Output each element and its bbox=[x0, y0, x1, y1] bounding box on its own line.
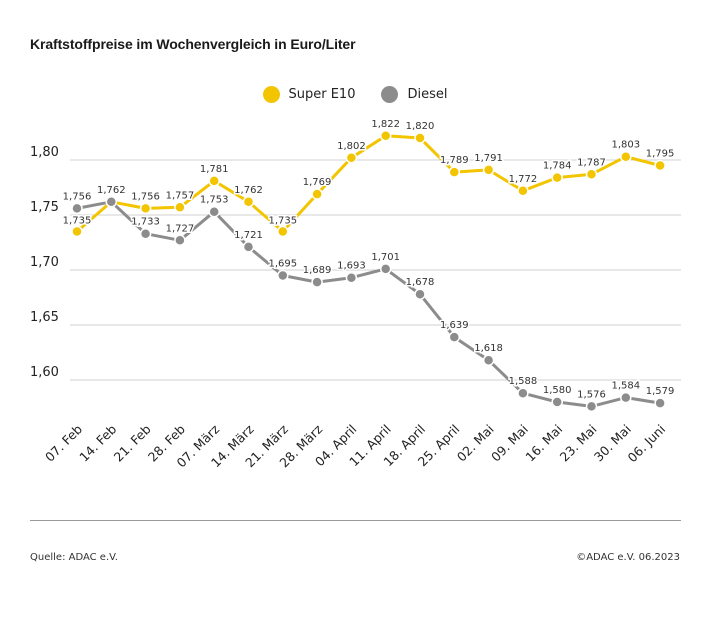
data-label-super: 1,735 bbox=[268, 216, 297, 227]
data-point-diesel bbox=[517, 387, 529, 399]
data-label-diesel: 1,576 bbox=[577, 389, 606, 400]
data-point-diesel bbox=[71, 202, 83, 215]
data-point-super bbox=[517, 185, 529, 197]
data-point-diesel bbox=[277, 269, 289, 282]
data-label-super: 1,789 bbox=[440, 155, 469, 166]
data-label-super: 1,787 bbox=[577, 157, 606, 168]
data-point-diesel bbox=[105, 196, 118, 208]
data-label-super: 1,802 bbox=[337, 141, 366, 152]
x-tick-label: 23. Mai bbox=[557, 422, 600, 465]
data-label-diesel: 1,733 bbox=[131, 217, 160, 228]
data-point-super bbox=[482, 164, 495, 176]
data-point-super bbox=[379, 130, 392, 142]
x-tick-label: 06. Juni bbox=[624, 422, 668, 466]
data-label-super: 1,822 bbox=[371, 119, 400, 130]
data-point-diesel bbox=[585, 400, 598, 413]
x-tick-label: 02. Mai bbox=[454, 422, 497, 465]
y-tick-label: 1,60 bbox=[30, 365, 59, 380]
data-label-super: 1,756 bbox=[131, 191, 160, 202]
data-label-super: 1,781 bbox=[200, 164, 229, 175]
data-point-super bbox=[551, 171, 563, 184]
x-tick-label: 09. Mai bbox=[488, 422, 531, 465]
data-point-super bbox=[174, 201, 186, 214]
data-label-diesel: 1,762 bbox=[97, 185, 126, 196]
data-label-super: 1,784 bbox=[543, 161, 572, 172]
data-point-super bbox=[585, 168, 598, 181]
data-point-diesel bbox=[551, 396, 563, 408]
data-label-super: 1,820 bbox=[406, 121, 435, 132]
data-label-diesel: 1,701 bbox=[371, 252, 400, 263]
source-note: Quelle: ADAC e.V. bbox=[30, 552, 118, 563]
data-label-diesel: 1,588 bbox=[509, 376, 538, 387]
x-tick-label: 21. Feb bbox=[111, 421, 154, 464]
data-point-diesel bbox=[311, 276, 323, 288]
data-point-super bbox=[311, 188, 323, 200]
y-tick-label: 1,75 bbox=[30, 200, 59, 215]
data-label-super: 1,772 bbox=[509, 174, 538, 185]
data-label-super: 1,762 bbox=[97, 185, 126, 196]
data-label-diesel: 1,678 bbox=[406, 277, 435, 288]
series-line-diesel bbox=[75, 200, 662, 408]
data-point-super bbox=[345, 152, 358, 164]
data-point-diesel bbox=[654, 397, 666, 409]
data-point-diesel bbox=[482, 354, 495, 366]
legend-dot-super-icon bbox=[262, 86, 280, 103]
data-point-super bbox=[242, 196, 255, 208]
legend-label-super: Super E10 bbox=[288, 87, 356, 102]
data-point-super bbox=[208, 175, 220, 187]
data-point-diesel bbox=[242, 241, 255, 253]
footer-divider bbox=[30, 520, 681, 521]
data-label-diesel: 1,727 bbox=[166, 223, 195, 234]
data-point-diesel bbox=[379, 263, 392, 275]
data-point-diesel bbox=[620, 391, 632, 404]
data-label-diesel: 1,721 bbox=[234, 230, 263, 241]
series-line-super bbox=[75, 134, 662, 233]
data-label-super: 1,762 bbox=[234, 185, 263, 196]
legend-item-diesel: Diesel bbox=[381, 86, 448, 103]
data-label-diesel: 1,639 bbox=[440, 320, 469, 331]
data-point-super bbox=[414, 132, 426, 144]
data-label-super: 1,803 bbox=[611, 140, 640, 151]
data-label-diesel: 1,693 bbox=[337, 261, 366, 272]
data-point-super bbox=[139, 202, 152, 215]
x-tick-label: 16. Mai bbox=[522, 422, 565, 465]
data-point-diesel bbox=[139, 227, 152, 240]
data-label-diesel: 1,689 bbox=[303, 265, 332, 276]
data-label-diesel: 1,756 bbox=[63, 191, 92, 202]
data-label-diesel: 1,580 bbox=[543, 385, 572, 396]
chart-title: Kraftstoffpreise im Wochenvergleich in E… bbox=[30, 36, 356, 52]
data-point-super bbox=[448, 166, 461, 178]
data-label-diesel: 1,753 bbox=[200, 195, 229, 206]
legend-label-diesel: Diesel bbox=[407, 87, 448, 102]
data-point-super bbox=[620, 150, 632, 163]
legend-dot-diesel-icon bbox=[381, 86, 399, 103]
data-label-super: 1,735 bbox=[63, 216, 92, 227]
x-tick-label: 14. Feb bbox=[76, 421, 119, 464]
data-point-diesel bbox=[208, 205, 220, 218]
data-label-diesel: 1,695 bbox=[268, 259, 297, 270]
data-point-diesel bbox=[174, 234, 186, 247]
y-tick-label: 1,65 bbox=[30, 310, 59, 325]
data-point-super bbox=[71, 225, 83, 238]
y-tick-label: 1,70 bbox=[30, 255, 59, 270]
data-point-diesel bbox=[414, 288, 426, 300]
copyright-note: ©ADAC e.V. 06.2023 bbox=[576, 552, 680, 563]
data-point-super bbox=[277, 225, 289, 238]
y-tick-label: 1,80 bbox=[30, 145, 59, 160]
data-point-super bbox=[654, 159, 666, 172]
data-label-super: 1,769 bbox=[303, 177, 332, 188]
data-label-super: 1,795 bbox=[646, 149, 675, 160]
data-label-diesel: 1,584 bbox=[611, 381, 640, 392]
data-point-diesel bbox=[448, 331, 461, 343]
data-label-super: 1,791 bbox=[474, 153, 503, 164]
data-label-diesel: 1,618 bbox=[474, 343, 503, 354]
data-label-diesel: 1,579 bbox=[646, 386, 675, 397]
data-point-diesel bbox=[345, 271, 358, 284]
data-label-super: 1,757 bbox=[166, 190, 195, 201]
x-tick-label: 07. Feb bbox=[42, 421, 85, 464]
legend-item-super: Super E10 bbox=[262, 86, 356, 103]
legend: Super E10 Diesel bbox=[0, 86, 710, 103]
